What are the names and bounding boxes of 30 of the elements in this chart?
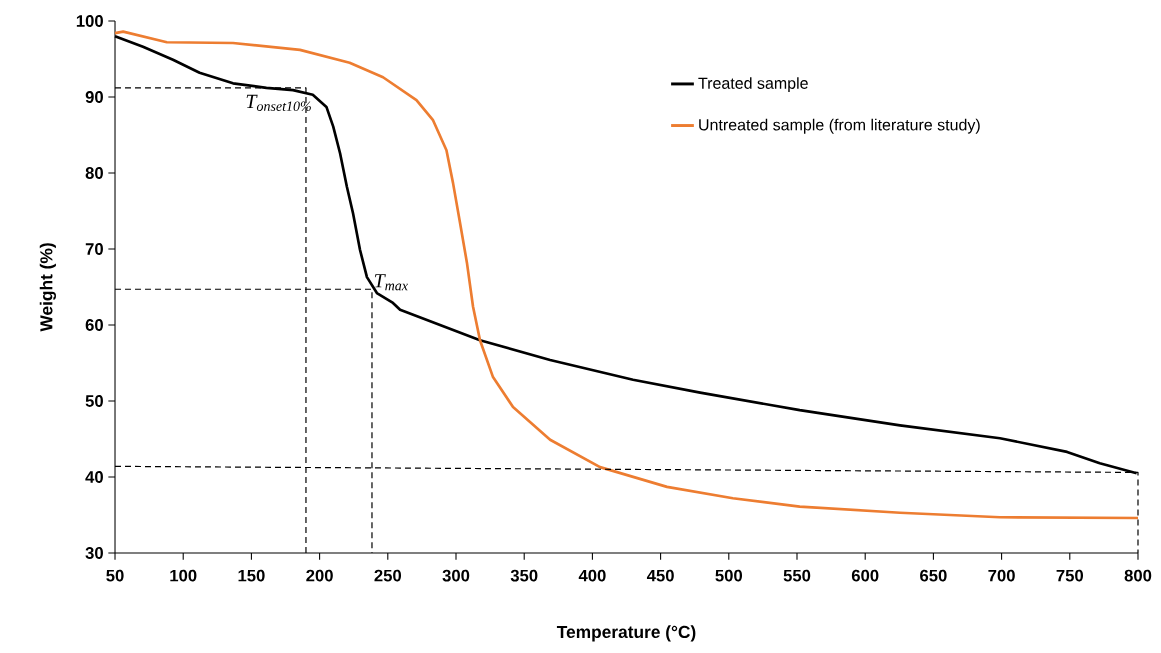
x-tick-label: 800 bbox=[1124, 569, 1152, 582]
x-tick-label: 50 bbox=[106, 569, 124, 582]
y-tick-label: 70 bbox=[85, 243, 103, 255]
x-tick-label: 500 bbox=[715, 569, 743, 582]
y-tick-label: 30 bbox=[85, 547, 103, 559]
annotation: T$_{onset10%}$ bbox=[246, 94, 311, 111]
y-tick-label: 80 bbox=[85, 167, 103, 179]
x-tick-label: 450 bbox=[646, 569, 674, 582]
y-tick-label: 100 bbox=[76, 15, 103, 27]
x-tick-label: 250 bbox=[374, 569, 402, 582]
x-tick-label: 400 bbox=[578, 569, 606, 582]
y-tick-label: 60 bbox=[85, 319, 103, 331]
x-tick-label: 700 bbox=[988, 569, 1015, 582]
x-tick-label: 300 bbox=[442, 569, 470, 582]
annotation: T$_{max}$ bbox=[374, 274, 408, 291]
legend-label: Untreated sample (from literature study) bbox=[699, 118, 980, 134]
x-axis-title: Temperature (°C) bbox=[556, 625, 696, 642]
x-tick-label: 350 bbox=[510, 569, 538, 582]
y-axis-title: Weight (%) bbox=[39, 243, 57, 332]
x-tick-label: 150 bbox=[238, 569, 265, 582]
y-tick-label: 90 bbox=[85, 91, 103, 103]
y-tick-label: 40 bbox=[85, 471, 103, 483]
x-tick-label: 550 bbox=[783, 569, 811, 582]
x-tick-label: 100 bbox=[170, 569, 197, 582]
x-tick-label: 600 bbox=[851, 569, 879, 582]
x-tick-label: 750 bbox=[1056, 569, 1084, 582]
legend-label: Treated sample bbox=[698, 77, 808, 93]
x-tick-label: 200 bbox=[306, 569, 333, 582]
y-tick-label: 50 bbox=[85, 395, 103, 407]
x-tick-label: 650 bbox=[920, 569, 947, 582]
